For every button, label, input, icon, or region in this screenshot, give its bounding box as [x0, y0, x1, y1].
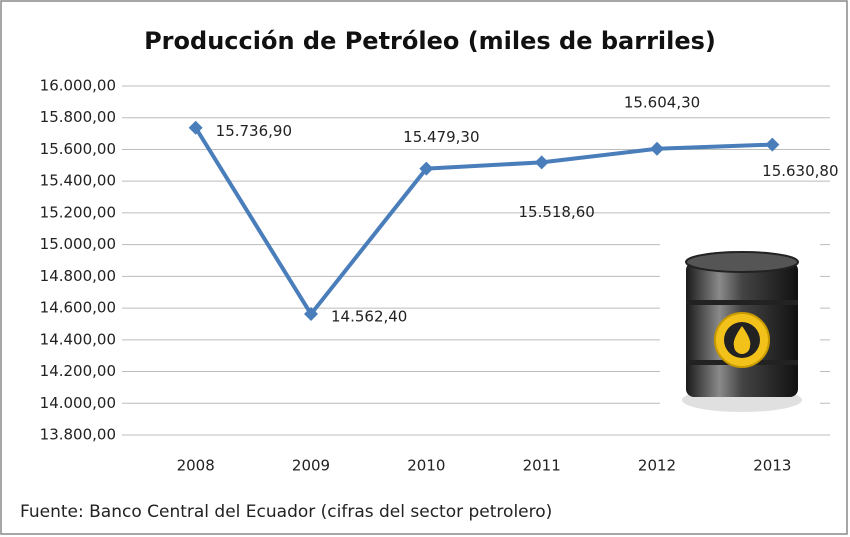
data-marker — [188, 120, 203, 135]
data-marker — [650, 141, 664, 156]
y-tick-label: 14.400,00 — [40, 330, 116, 348]
x-tick-label: 2013 — [753, 457, 791, 475]
footer: Fuente: Banco Central del Ecuador (cifra… — [20, 502, 552, 522]
x-tick-label: 2012 — [638, 457, 676, 475]
y-tick-label: 15.600,00 — [40, 140, 116, 158]
y-tick-label: 14.800,00 — [40, 267, 116, 285]
data-label: 15.479,30 — [403, 128, 479, 146]
y-tick-label: 14.200,00 — [40, 362, 116, 380]
y-tick-label: 15.200,00 — [40, 203, 116, 221]
x-tick-label: 2009 — [292, 457, 330, 475]
y-tick-label: 13.800,00 — [40, 426, 116, 444]
data-marker — [534, 155, 549, 170]
data-line — [193, 126, 773, 317]
data-label: 15.736,90 — [216, 122, 292, 140]
data-label: 15.518,60 — [518, 203, 594, 221]
data-label: 15.604,30 — [624, 93, 700, 111]
data-label: 14.562,40 — [331, 308, 407, 326]
plot: 2008 2009 2010 2011 2012 2013 15.736,90 14.562,… — [177, 93, 839, 474]
x-tick-label: 2010 — [407, 457, 445, 475]
y-tick-label: 14.600,00 — [40, 299, 116, 317]
y-tick-label: 15.400,00 — [40, 172, 116, 190]
x-tick-label: 2011 — [523, 457, 561, 475]
y-tick-label: 15.000,00 — [40, 235, 116, 253]
data-marker — [765, 137, 780, 152]
chart-title: Producción de Petróleo (miles de barrile… — [144, 27, 716, 55]
x-tick-label: 2008 — [177, 457, 215, 475]
data-marker — [304, 307, 318, 322]
data-marker — [419, 161, 434, 176]
data-label: 15.630,80 — [762, 162, 838, 180]
y-tick-label: 16.000,00 — [40, 77, 116, 95]
y-tick-label: 14.000,00 — [40, 394, 116, 412]
y-tick-label: 15.800,00 — [40, 108, 116, 126]
oil-barrel-icon — [660, 240, 820, 415]
